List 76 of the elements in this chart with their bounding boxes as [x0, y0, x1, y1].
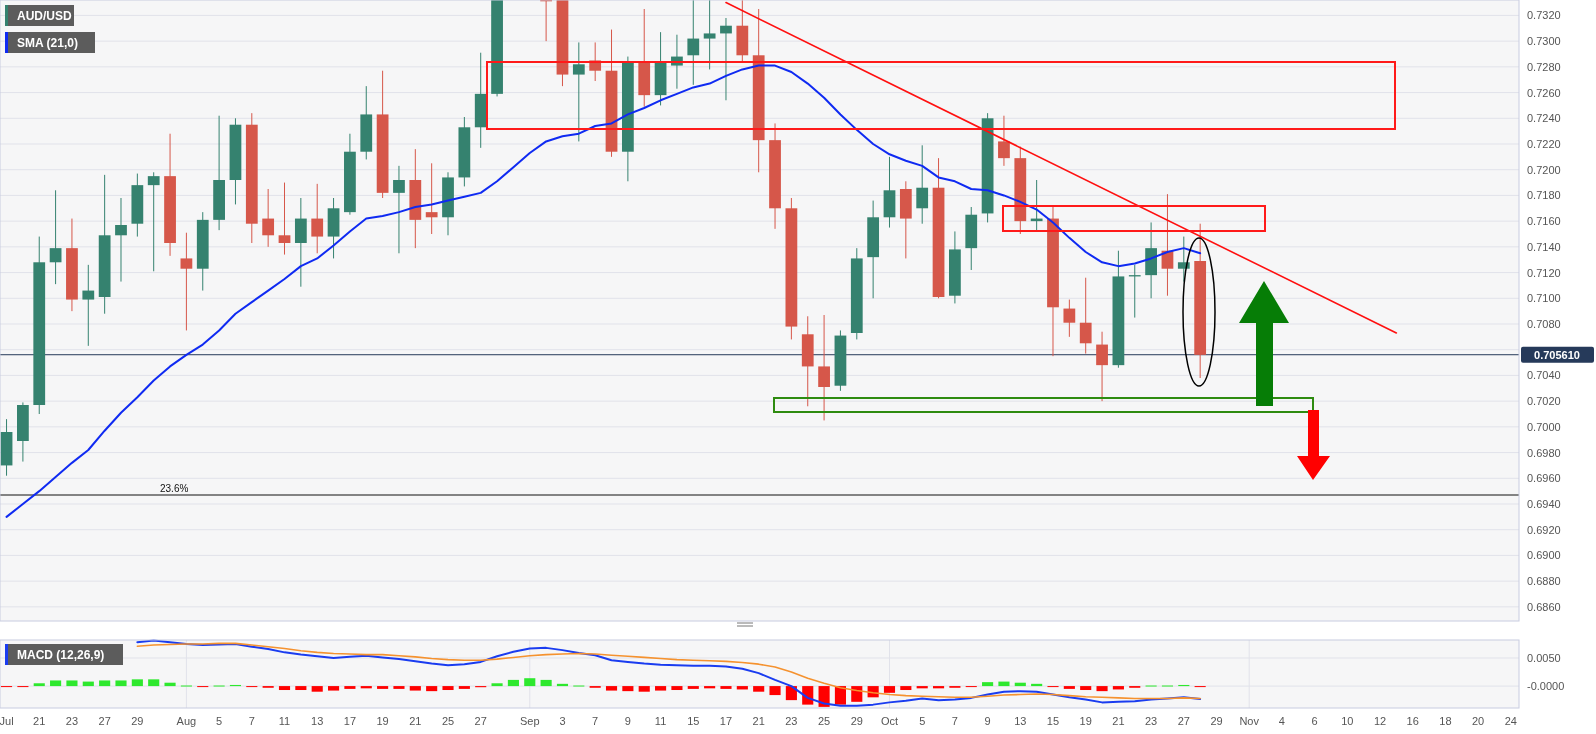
y-tick-label: 0.6860 [1527, 600, 1561, 613]
y-tick-label: 0.6920 [1527, 523, 1561, 536]
x-tick-label: 5 [919, 715, 926, 727]
x-tick-label: 13 [1014, 715, 1027, 727]
legend-label: MACD (12,26,9) [17, 648, 105, 662]
x-tick-label: 6 [1311, 715, 1318, 727]
x-tick-label: 23 [65, 715, 79, 727]
y-tick-label: 0.7180 [1527, 189, 1561, 202]
x-tick-label: 7 [951, 715, 958, 727]
x-tick-label: 23 [785, 715, 798, 727]
y-tick-label: 0.7240 [1527, 112, 1561, 125]
x-tick-label: 7 [248, 715, 255, 727]
x-tick-label: Sep [519, 715, 540, 727]
x-tick-label: 29 [131, 715, 144, 727]
x-tick-label: 10 [1341, 715, 1354, 727]
x-tick-label: Aug [176, 715, 197, 727]
ref-line-label: 0.705610 [1534, 348, 1580, 361]
y-tick-label: 0.6880 [1527, 575, 1561, 588]
x-tick-label: 16 [1406, 715, 1419, 727]
x-tick-label: 21 [752, 715, 765, 727]
x-tick-label: 21 [1112, 715, 1125, 727]
x-tick-label: 27 [1177, 715, 1190, 727]
x-tick-label: 5 [216, 715, 223, 727]
x-tick-label: 27 [98, 715, 111, 727]
x-tick-label: 15 [1046, 715, 1060, 727]
x-tick-label: 29 [850, 715, 863, 727]
x-tick-label: 24 [1504, 715, 1517, 727]
x-tick-label: 11 [654, 715, 667, 727]
y-tick-label: 0.7300 [1527, 35, 1561, 48]
y-tick-label: 0.7020 [1527, 395, 1561, 408]
x-tick-label: 17 [343, 715, 357, 727]
y-tick-label: 0.7260 [1527, 86, 1561, 99]
legend-label: SMA (21,0) [17, 36, 78, 50]
y-tick-label: -0.0000 [1527, 680, 1565, 693]
x-tick-label: 4 [1278, 715, 1285, 727]
annotation: 23.6% [160, 483, 189, 494]
y-tick-label: 0.6960 [1527, 472, 1561, 485]
x-tick-label: 15 [687, 715, 700, 727]
legend-label: AUD/USD [17, 9, 72, 23]
x-tick-label: 19 [1079, 715, 1092, 727]
x-tick-label: 21 [409, 715, 422, 727]
y-tick-label: 0.6980 [1527, 446, 1561, 459]
y-tick-label: 0.0050 [1527, 651, 1561, 664]
x-tick-label: 9 [984, 715, 991, 727]
y-tick-label: 0.7320 [1527, 9, 1561, 22]
y-tick-label: 0.6940 [1527, 498, 1561, 510]
y-tick-label: 0.7000 [1527, 420, 1561, 433]
x-tick-label: 25 [817, 715, 831, 727]
y-tick-label: 0.7200 [1527, 163, 1561, 176]
x-tick-label: 20 [1472, 715, 1485, 727]
x-tick-label: 29 [1210, 715, 1223, 727]
x-tick-label: 17 [719, 715, 733, 727]
y-tick-label: 0.7120 [1527, 266, 1561, 279]
x-tick-label: 13 [311, 715, 324, 727]
x-tick-label: 7 [592, 715, 599, 727]
x-tick-label: Oct [880, 715, 899, 727]
x-tick-label: 21 [33, 715, 46, 727]
x-tick-label: 27 [474, 715, 487, 727]
x-tick-label: 23 [1144, 715, 1158, 727]
x-tick-label: Nov [1239, 715, 1260, 727]
y-tick-label: 0.7100 [1527, 292, 1561, 305]
y-tick-label: 0.6900 [1527, 549, 1561, 562]
y-tick-label: 0.7220 [1527, 138, 1561, 150]
x-tick-label: 3 [559, 715, 566, 727]
x-tick-label: Jul [0, 715, 14, 727]
y-tick-label: 0.7040 [1527, 369, 1561, 382]
y-tick-label: 0.7160 [1527, 215, 1561, 228]
x-tick-label: 12 [1373, 715, 1387, 727]
x-tick-label: 18 [1439, 715, 1452, 727]
x-tick-label: 11 [278, 715, 291, 727]
x-tick-label: 19 [376, 715, 389, 727]
y-tick-label: 0.7140 [1527, 240, 1561, 253]
x-tick-label: 25 [441, 715, 455, 727]
y-tick-label: 0.7080 [1527, 318, 1561, 330]
y-tick-label: 0.7280 [1527, 60, 1561, 73]
x-tick-label: 9 [624, 715, 631, 727]
